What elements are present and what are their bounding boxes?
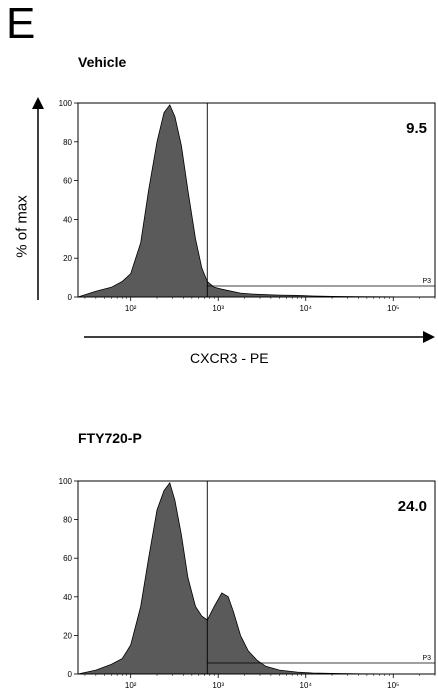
x-tick-label-1-1000: 10³ — [212, 681, 224, 690]
y-tick-label-1-20: 20 — [63, 631, 72, 640]
y-tick-label-0-100: 100 — [59, 99, 73, 108]
gate-label-0: P3 — [422, 278, 431, 285]
gate-percent-0: 9.5 — [406, 120, 427, 137]
vehicle-title: Vehicle — [78, 54, 127, 70]
plot-frame-1 — [77, 480, 436, 675]
x-tick-label-0-100: 10² — [125, 304, 137, 313]
y-tick-label-0-20: 20 — [63, 254, 72, 263]
y-tick-label-1-0: 0 — [68, 670, 73, 679]
panel-letter: E — [6, 0, 36, 48]
x-tick-label-1-100000: 10⁵ — [387, 681, 399, 690]
x-axis-label: CXCR3 - PE — [190, 350, 269, 366]
x-tick-label-0-10000: 10⁴ — [300, 304, 313, 313]
y-tick-label-1-60: 60 — [63, 554, 72, 563]
y-tick-label-0-0: 0 — [68, 293, 73, 302]
y-tick-label-0-40: 40 — [63, 215, 72, 224]
x-tick-label-0-100000: 10⁵ — [387, 304, 399, 313]
x-tick-label-0-1000: 10³ — [212, 304, 224, 313]
y-tick-label-0-80: 80 — [63, 138, 72, 147]
y-tick-label-0-60: 60 — [63, 177, 72, 186]
y-tick-label-1-100: 100 — [59, 477, 73, 486]
plot-frame-0 — [77, 102, 436, 298]
y-tick-label-1-80: 80 — [63, 516, 72, 525]
histogram-series-1 — [77, 482, 435, 675]
gate-percent-1: 24.0 — [398, 498, 427, 515]
histogram-series-0 — [77, 104, 435, 298]
y-tick-label-1-40: 40 — [63, 593, 72, 602]
fty720p-title: FTY720-P — [78, 430, 142, 446]
gate-label-1: P3 — [422, 655, 431, 662]
x-tick-label-1-100: 10² — [125, 681, 137, 690]
x-tick-label-1-10000: 10⁴ — [300, 681, 313, 690]
